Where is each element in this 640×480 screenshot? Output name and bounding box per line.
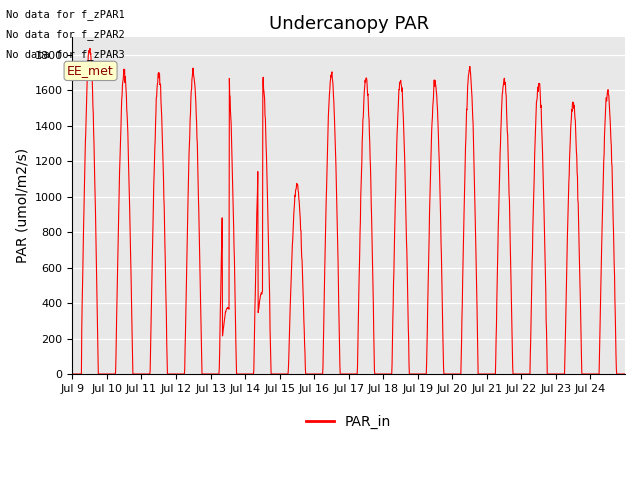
Text: No data for f_zPAR2: No data for f_zPAR2 [6, 29, 125, 40]
Legend: PAR_in: PAR_in [301, 409, 397, 434]
Text: EE_met: EE_met [67, 64, 114, 77]
Title: Undercanopy PAR: Undercanopy PAR [269, 15, 429, 33]
Text: No data for f_zPAR1: No data for f_zPAR1 [6, 9, 125, 20]
Y-axis label: PAR (umol/m2/s): PAR (umol/m2/s) [15, 148, 29, 263]
Text: No data for f_zPAR3: No data for f_zPAR3 [6, 49, 125, 60]
